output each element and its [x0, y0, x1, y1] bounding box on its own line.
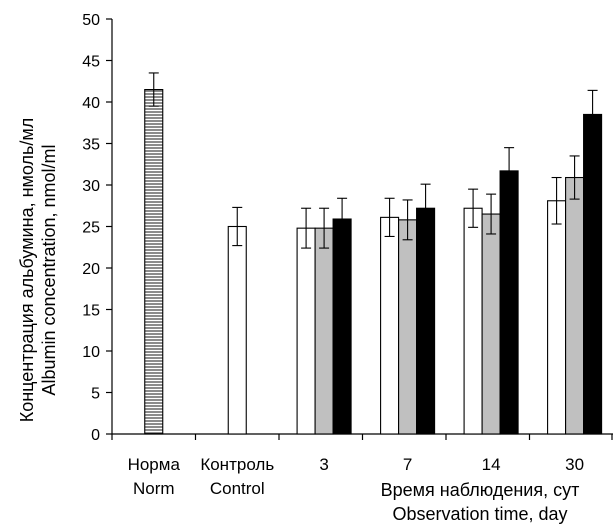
bar	[314, 227, 334, 435]
bar	[481, 213, 501, 435]
x-tick-label-line2: Norm	[133, 479, 175, 498]
y-tick-label: 40	[82, 95, 100, 112]
x-tick-label: 30	[565, 455, 584, 474]
x-tick-label: Контроль	[200, 455, 274, 474]
x-tick-labels: Норма Norm Контроль Control 3 7 14 30	[128, 455, 584, 498]
y-tick-label: 25	[82, 220, 100, 237]
bar	[547, 200, 567, 435]
y-tick-label: 20	[82, 261, 100, 278]
x-axis-title: Время наблюдения, сут Observation time, …	[381, 480, 580, 524]
y-tick-label: 15	[82, 303, 100, 320]
y-tick-label: 30	[82, 178, 100, 195]
x-axis	[111, 433, 613, 440]
y-tick-label: 45	[82, 54, 100, 71]
x-axis-title-line1: Время наблюдения, сут	[381, 480, 580, 500]
x-tick-label: 3	[319, 455, 328, 474]
y-tick-label: 50	[82, 12, 100, 29]
y-axis: 0 5 10 15 20 25 30 35 40 45 50	[82, 12, 113, 444]
bar	[583, 113, 603, 435]
bar	[380, 216, 400, 435]
bar	[463, 207, 483, 435]
x-axis-title-line2: Observation time, day	[392, 504, 567, 524]
y-tick-label: 35	[82, 137, 100, 154]
bar	[332, 218, 352, 435]
y-axis-title-line2: Albumin concentration, nmol/ml	[39, 144, 59, 395]
bar	[296, 227, 316, 435]
y-axis-title: Концентрация альбумина, нмоль/мл Albumin…	[17, 118, 59, 423]
bar	[227, 225, 247, 435]
x-tick-label: 7	[403, 455, 412, 474]
y-axis-title-line1: Концентрация альбумина, нмоль/мл	[17, 118, 37, 423]
y-tick-label: 5	[91, 386, 100, 403]
y-tick-label: 10	[82, 344, 100, 361]
bar	[398, 219, 418, 435]
x-tick-label: 14	[482, 455, 501, 474]
bar	[499, 170, 519, 435]
x-tick-label-line2: Control	[210, 479, 265, 498]
x-tick-label: Норма	[128, 455, 181, 474]
bar	[144, 89, 164, 435]
bars	[144, 72, 603, 435]
bar	[416, 207, 436, 435]
bar	[565, 176, 585, 435]
y-tick-label: 0	[91, 427, 100, 444]
